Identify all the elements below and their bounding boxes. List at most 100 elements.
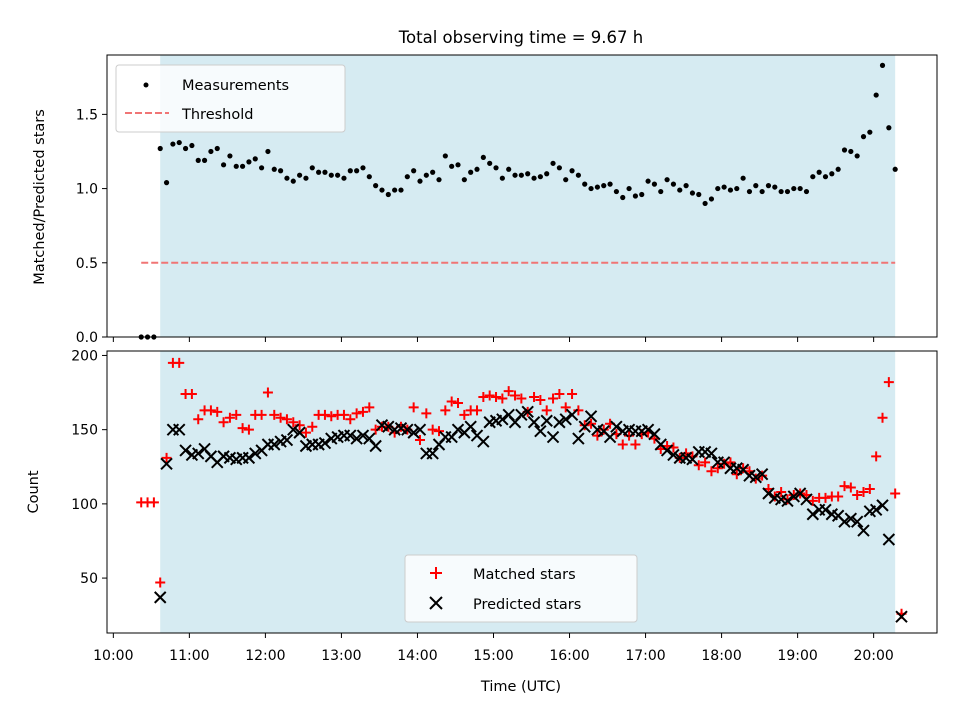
x-tick-label: 12:00 <box>245 648 285 664</box>
predicted-star-point <box>787 490 801 503</box>
measurement-point <box>569 168 575 174</box>
matched-star-point <box>839 481 850 492</box>
predicted-star-point <box>540 414 553 427</box>
measurement-point <box>867 129 873 135</box>
measurement-point <box>328 172 334 178</box>
matched-star-point <box>364 402 375 413</box>
measurement-point <box>841 147 848 153</box>
matched-star-point <box>212 406 223 417</box>
measurement-point <box>163 180 170 186</box>
matched-star-point <box>738 463 749 474</box>
top-legend-box <box>115 64 346 133</box>
bottom-axes-frame <box>106 350 938 634</box>
measurement-point <box>322 169 328 175</box>
matched-star-point <box>193 414 204 425</box>
matched-star-point <box>288 417 299 428</box>
predicted-star-point <box>806 508 820 521</box>
measurement-point <box>721 184 727 190</box>
matched-star-point <box>338 409 349 420</box>
measurement-point <box>354 168 360 174</box>
predicted-star-point <box>451 423 465 436</box>
predicted-star-point <box>350 432 363 445</box>
top-axes-frame <box>106 54 938 338</box>
matched-star-point <box>554 389 565 400</box>
measurement-point <box>563 177 569 183</box>
predicted-star-point <box>344 429 357 442</box>
predicted-star-point <box>192 447 205 460</box>
measurement-point <box>886 125 892 131</box>
predicted-star-point <box>641 423 655 436</box>
predicted-star-point <box>565 408 579 422</box>
matched-star-point <box>357 406 368 417</box>
measurement-point <box>271 166 277 172</box>
measurement-point <box>784 188 791 195</box>
measurement-point <box>879 62 886 68</box>
measurement-point <box>670 181 677 187</box>
matched-star-point <box>243 424 254 435</box>
measurement-point <box>803 188 810 195</box>
predicted-star-point <box>527 416 541 429</box>
measurement-point <box>373 183 379 189</box>
matched-star-point <box>174 357 185 368</box>
matched-star-point <box>294 420 305 431</box>
measurement-point <box>708 196 715 202</box>
predicted-star-point <box>559 413 572 426</box>
bottom-y-axis: 50 100 150 200 <box>71 348 107 587</box>
measurement-point <box>506 166 512 172</box>
measurement-point <box>468 169 474 175</box>
legend-matched-marker <box>430 567 442 579</box>
x-axis-label: Time (UTC) <box>480 679 561 695</box>
predicted-star-point <box>401 423 414 436</box>
matched-star-point <box>712 463 723 474</box>
matched-star-point <box>598 424 609 435</box>
measurement-point <box>537 174 543 180</box>
chart-title: Total observing time = 9.67 h <box>398 28 643 47</box>
y-tick-label: 0.5 <box>76 256 98 272</box>
measurement-point <box>677 187 683 193</box>
y-tick-label: 1.0 <box>76 182 98 198</box>
measurement-point <box>810 174 816 180</box>
matched-star-point <box>890 488 901 499</box>
matched-star-point <box>776 487 787 497</box>
matched-star-point <box>231 409 242 420</box>
predicted-star-point <box>318 436 332 450</box>
matched-star-point <box>807 495 818 506</box>
matched-star-point <box>256 409 267 420</box>
y-tick-label: 1.5 <box>76 107 98 123</box>
measurement-point <box>297 172 303 178</box>
measurement-point <box>347 168 353 174</box>
measurement-point <box>594 184 600 190</box>
measurement-point <box>335 172 341 178</box>
y-tick-label: 150 <box>71 423 98 439</box>
matched-star-point <box>237 423 248 434</box>
measurement-point <box>639 191 645 198</box>
measurement-point <box>822 174 829 180</box>
x-tick-label: 19:00 <box>777 648 817 664</box>
measurement-point <box>189 142 195 149</box>
predicted-star-point <box>477 435 490 448</box>
measurement-point <box>170 141 176 147</box>
predicted-star-point <box>293 426 306 439</box>
matched-star-point <box>459 409 470 420</box>
predicted-star-point <box>882 533 896 546</box>
measurement-point <box>398 187 404 193</box>
matched-star-point <box>161 452 172 463</box>
y-tick-label: 100 <box>71 497 98 513</box>
predicted-star-point <box>464 420 477 433</box>
bottom-x-axis: 10:00 11:00 12:00 13:00 14:00 15:00 16:00 17:00… <box>93 633 894 664</box>
predicted-star-point <box>584 410 598 423</box>
measurement-point <box>651 181 658 187</box>
matched-star-point <box>446 396 457 407</box>
measurement-point <box>873 92 879 98</box>
matched-star-point <box>567 389 578 400</box>
measurement-point <box>715 185 721 192</box>
matched-star-point <box>427 424 438 435</box>
measurement-point <box>265 148 271 155</box>
measurement-point <box>449 163 455 169</box>
predicted-star-point <box>749 470 763 484</box>
measurement-point <box>195 157 201 163</box>
measurement-point <box>525 171 531 177</box>
measurement-point <box>626 185 632 192</box>
predicted-star-point <box>356 429 370 442</box>
